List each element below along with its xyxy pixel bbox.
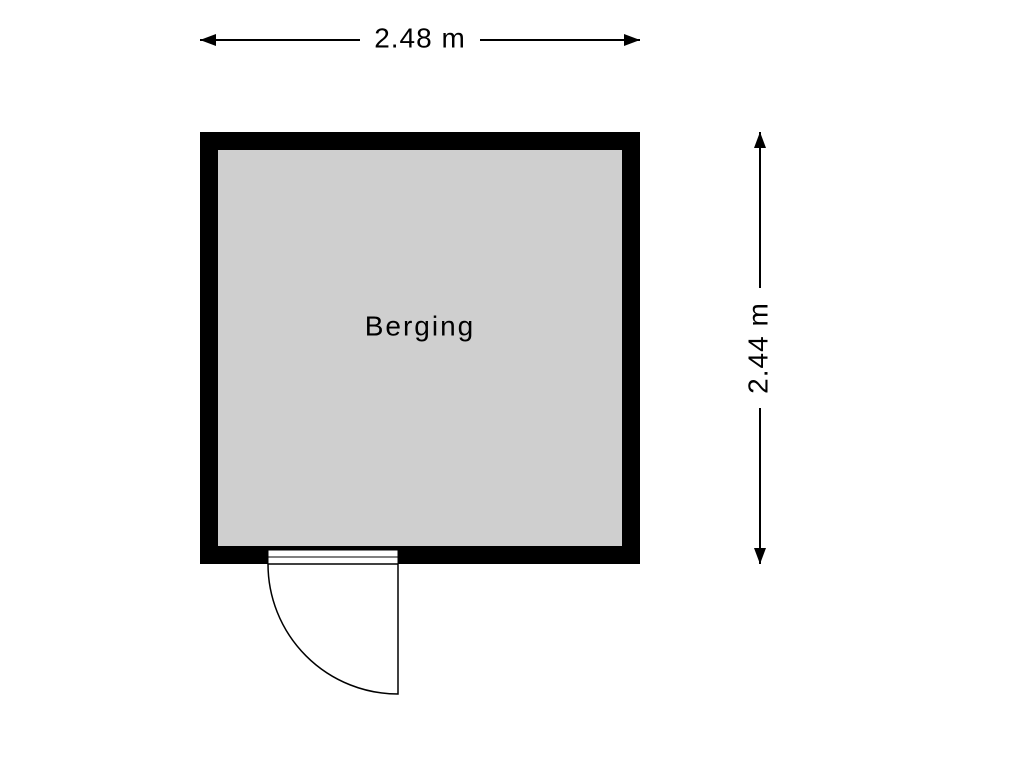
room-label: Berging: [365, 310, 476, 341]
door-swing-arc: [268, 564, 398, 694]
dimension-height: 2.44 m: [742, 132, 773, 564]
wall-bottom-right: [398, 546, 640, 564]
floorplan-canvas: 2.48 m 2.44 m Berging: [0, 0, 1024, 768]
room-walls: [200, 132, 640, 564]
wall-right: [622, 132, 640, 564]
wall-left: [200, 132, 218, 564]
wall-bottom-left: [200, 546, 268, 564]
room-floor: [218, 150, 622, 546]
dimension-height-label: 2.44 m: [742, 302, 773, 394]
wall-top: [200, 132, 640, 150]
door: [268, 546, 398, 694]
door-lintel: [268, 546, 398, 550]
dimension-width-label: 2.48 m: [374, 22, 466, 53]
dimension-width: 2.48 m: [200, 22, 640, 53]
